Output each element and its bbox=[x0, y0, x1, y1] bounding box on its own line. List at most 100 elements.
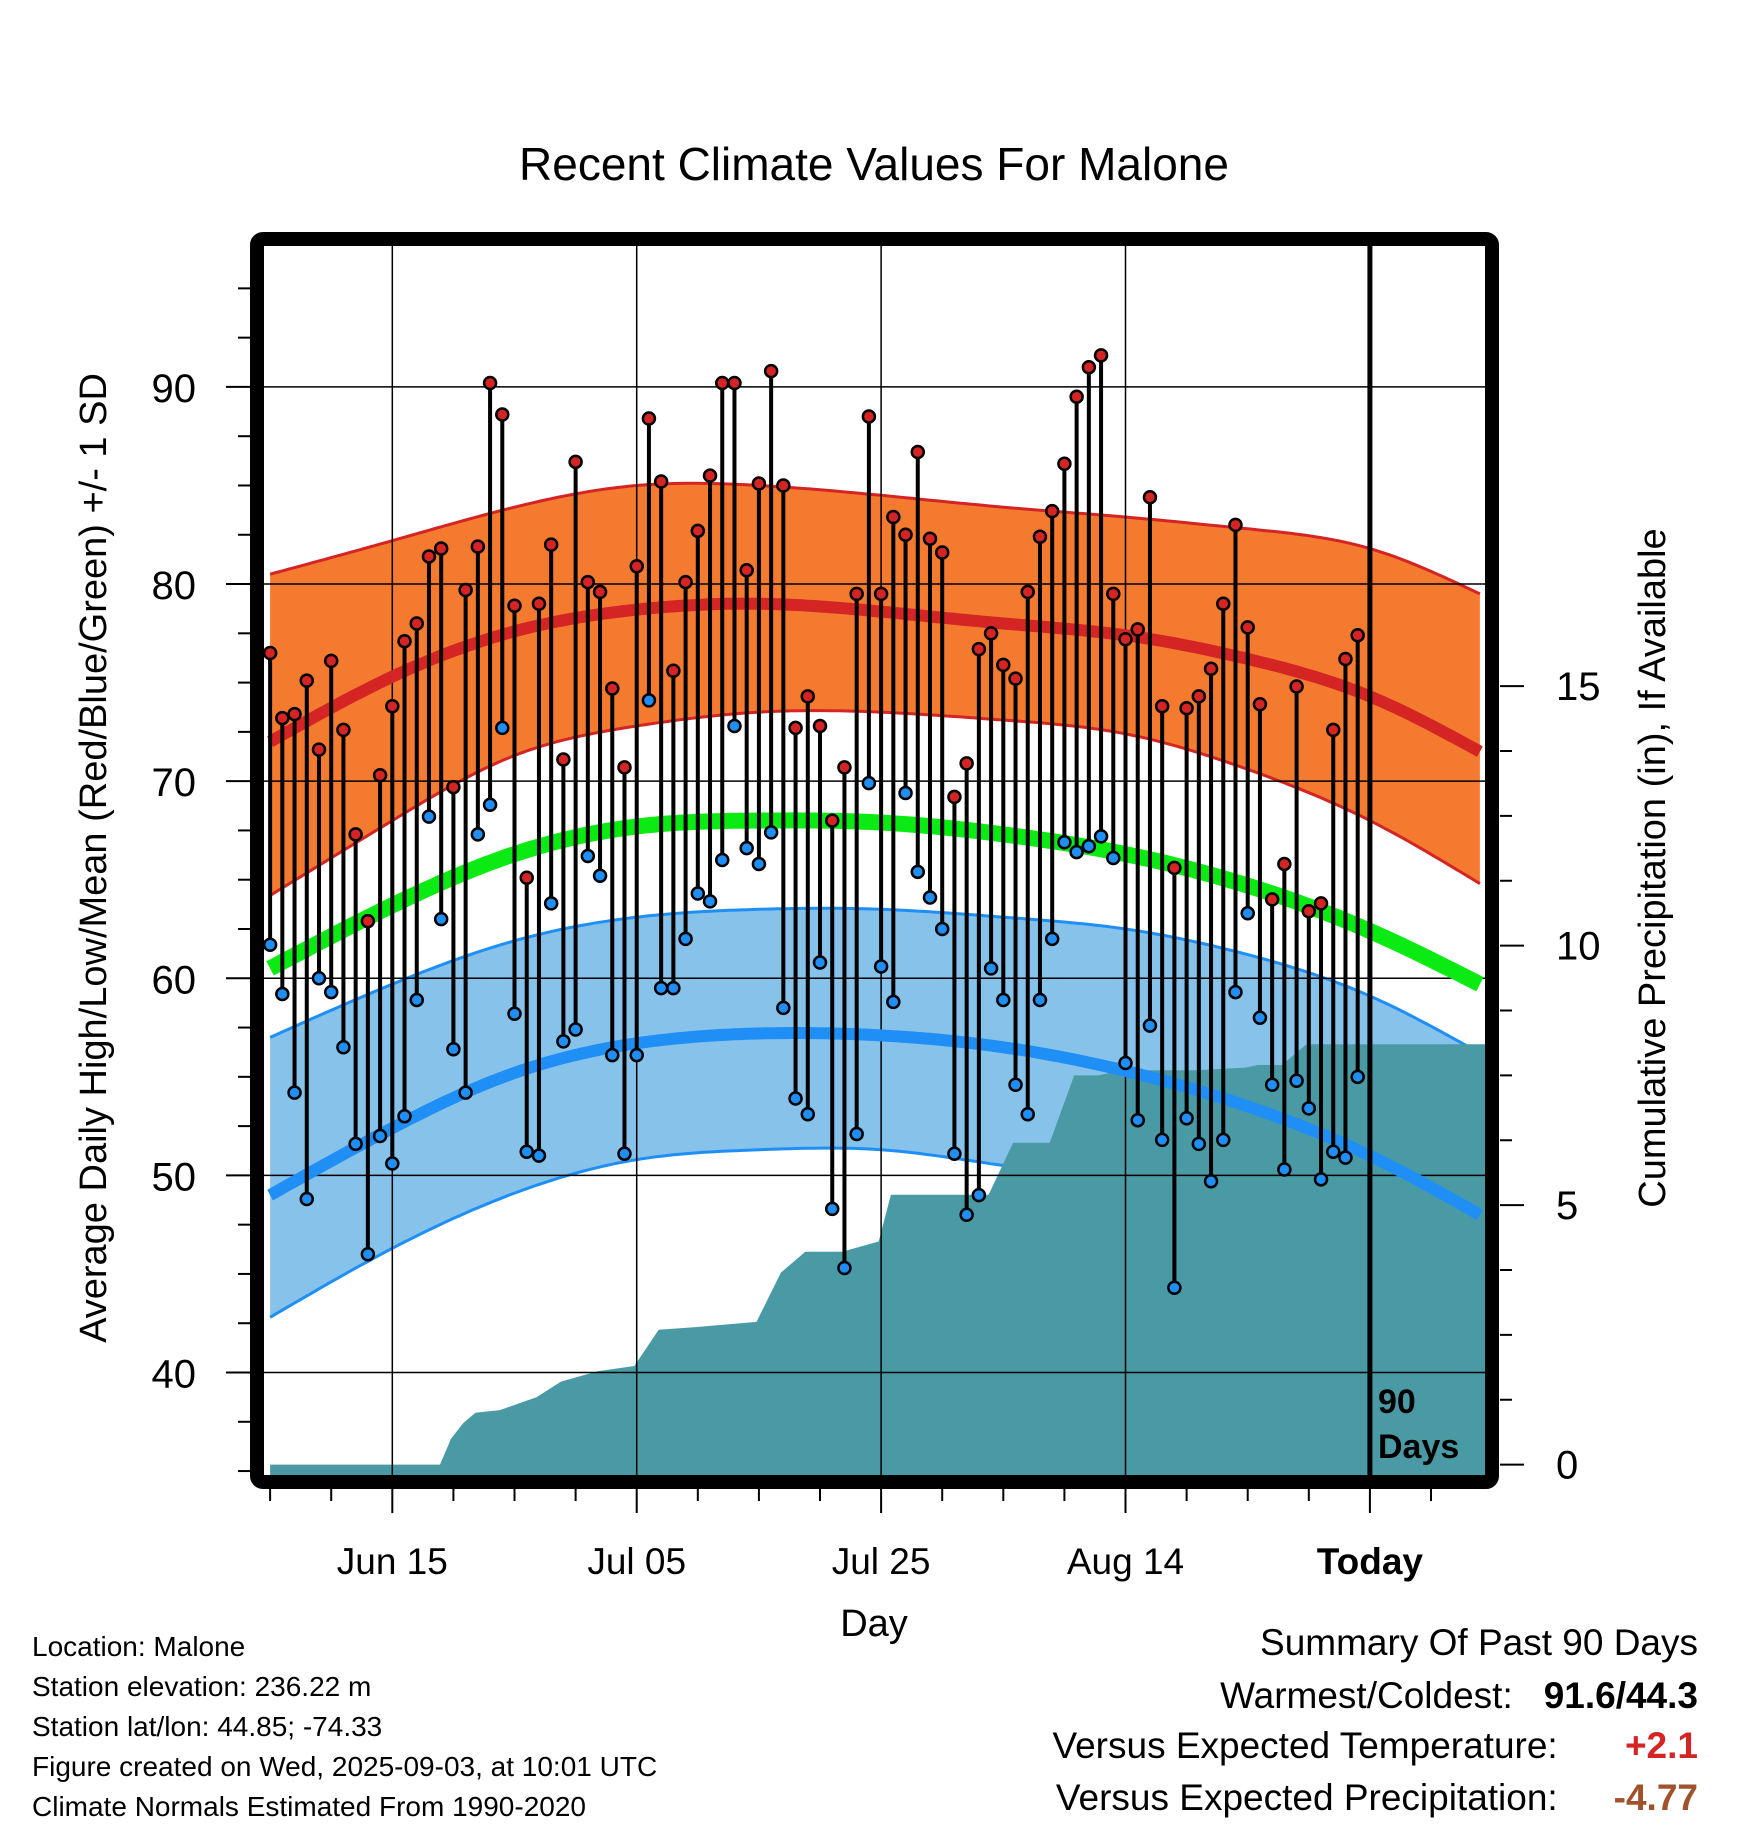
high-point bbox=[1081, 359, 1097, 375]
high-point bbox=[678, 574, 693, 590]
low-point bbox=[482, 797, 498, 813]
high-point bbox=[715, 375, 730, 391]
low-point bbox=[1057, 835, 1072, 850]
cumulative-precip-area bbox=[270, 1044, 1487, 1475]
high-point bbox=[470, 539, 486, 554]
high-point bbox=[873, 586, 889, 602]
high-point bbox=[1154, 699, 1170, 714]
low-point bbox=[763, 825, 779, 840]
y2-axis-label: Cumulative Precipitation (in), If Availa… bbox=[1632, 528, 1674, 1207]
high-point bbox=[360, 913, 376, 929]
high-point bbox=[1301, 904, 1317, 919]
low-normal-band-upper-edge bbox=[269, 906, 1481, 1055]
y2-tick-label: 5 bbox=[1556, 1184, 1578, 1228]
low-point bbox=[1228, 984, 1243, 1000]
high-point bbox=[1130, 622, 1145, 637]
summary-warm-cold: Warmest/Coldest: 91.6/44.3 bbox=[1220, 1675, 1698, 1717]
low-point bbox=[678, 931, 693, 947]
high-point bbox=[996, 657, 1011, 673]
low-point bbox=[1093, 829, 1109, 844]
low-point bbox=[446, 1041, 461, 1057]
low-point bbox=[812, 955, 828, 970]
y-axis-label: Average Daily High/Low/Mean (Red/Blue/Gr… bbox=[73, 373, 115, 1343]
low-point bbox=[1277, 1162, 1292, 1177]
high-point bbox=[1313, 896, 1329, 911]
precip-anomaly-label: Versus Expected Precipitation: bbox=[1055, 1777, 1558, 1818]
low-point bbox=[1167, 1280, 1182, 1295]
high-point bbox=[1228, 517, 1243, 533]
high-point bbox=[1118, 631, 1133, 647]
high-point bbox=[1020, 584, 1035, 600]
low-point bbox=[1118, 1055, 1133, 1071]
y-tick-label: 40 bbox=[152, 1353, 197, 1397]
low-point bbox=[568, 1022, 583, 1037]
low-point bbox=[1240, 905, 1255, 921]
low-point bbox=[996, 992, 1011, 1008]
y2-tick-label: 10 bbox=[1556, 925, 1601, 969]
low-point bbox=[433, 911, 449, 927]
high-point bbox=[702, 468, 718, 483]
info-created: Figure created on Wed, 2025-09-03, at 10… bbox=[32, 1751, 658, 1782]
low-point bbox=[531, 1148, 547, 1163]
high-point bbox=[433, 541, 449, 556]
low-point bbox=[824, 1201, 840, 1217]
high-normal-line bbox=[267, 597, 1483, 757]
high-point bbox=[1142, 490, 1158, 505]
high-point bbox=[311, 742, 327, 757]
high-point bbox=[556, 752, 571, 767]
high-point bbox=[519, 870, 534, 885]
high-point bbox=[275, 710, 290, 726]
low-point bbox=[495, 720, 510, 736]
high-point bbox=[531, 596, 547, 611]
precipitation-area bbox=[270, 1044, 1487, 1475]
low-point bbox=[727, 718, 742, 734]
high-point bbox=[409, 616, 424, 631]
high-point bbox=[922, 531, 938, 546]
daily-points bbox=[262, 348, 1365, 1295]
low-point bbox=[397, 1109, 412, 1124]
low-point bbox=[1044, 931, 1060, 947]
y-tick-label: 50 bbox=[152, 1155, 197, 1199]
low-point bbox=[910, 864, 926, 880]
low-point bbox=[1252, 1010, 1268, 1025]
low-point bbox=[873, 959, 889, 974]
low-point bbox=[299, 1191, 315, 1207]
high-point bbox=[507, 598, 522, 613]
high-point bbox=[385, 699, 400, 714]
low-point bbox=[886, 994, 901, 1010]
high-point bbox=[580, 574, 596, 590]
axis-ticks: 40 50 60 70 80 90 0 5 10 15 Jun 15 Jul 05 Jul 25 Aug … bbox=[152, 287, 1601, 1582]
low-point bbox=[922, 890, 938, 905]
high-point bbox=[1008, 671, 1023, 686]
low-point bbox=[898, 785, 913, 801]
low-point bbox=[580, 848, 596, 864]
high-point bbox=[299, 673, 315, 688]
high-point bbox=[348, 827, 363, 842]
high-point bbox=[1264, 892, 1280, 907]
low-point bbox=[1069, 844, 1084, 860]
low-point bbox=[458, 1085, 473, 1100]
warm-cold-label: Warmest/Coldest: bbox=[1220, 1675, 1513, 1716]
high-point bbox=[397, 633, 412, 649]
high-point bbox=[653, 474, 669, 489]
low-point bbox=[1130, 1112, 1145, 1128]
warm-cold-value: 91.6/44.3 bbox=[1543, 1675, 1698, 1716]
high-point bbox=[421, 549, 437, 564]
low-point bbox=[1264, 1077, 1280, 1092]
high-point bbox=[543, 537, 559, 552]
high-point bbox=[690, 523, 706, 539]
y2-tick-label: 15 bbox=[1556, 665, 1601, 709]
low-point bbox=[409, 992, 424, 1008]
high-point bbox=[1167, 860, 1182, 876]
high-point bbox=[971, 641, 987, 657]
low-point bbox=[653, 980, 669, 996]
low-point bbox=[788, 1091, 803, 1106]
high-point bbox=[1191, 689, 1207, 704]
chart-title: Recent Climate Values For Malone bbox=[519, 138, 1229, 190]
high-point bbox=[947, 789, 962, 805]
low-point bbox=[1154, 1132, 1170, 1148]
low-point bbox=[641, 693, 657, 708]
low-point bbox=[543, 896, 559, 911]
low-point bbox=[592, 868, 608, 884]
